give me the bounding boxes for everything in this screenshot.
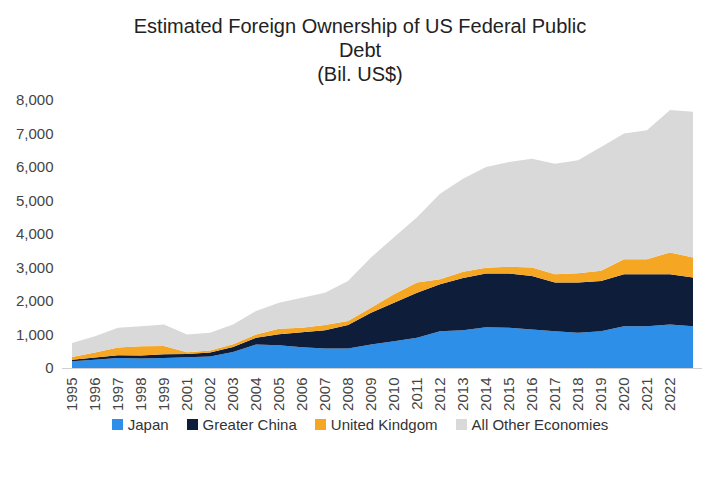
html-text:Greater China: Greater China — [202, 416, 297, 433]
svg-text:2016: 2016 — [523, 378, 540, 411]
svg-text:3,000: 3,000 — [16, 259, 54, 276]
html-text:Japan: Japan — [127, 416, 169, 433]
svg-text:1995: 1995 — [63, 378, 80, 411]
svg-text:8,000: 8,000 — [16, 91, 54, 108]
svg-text:1998: 1998 — [132, 378, 149, 411]
svg-text:2002: 2002 — [201, 378, 218, 411]
svg-text:2009: 2009 — [362, 378, 379, 411]
svg-text:6,000: 6,000 — [16, 158, 54, 175]
svg-text:7,000: 7,000 — [16, 125, 54, 142]
svg-text:2015: 2015 — [500, 378, 517, 411]
svg-text:2018: 2018 — [569, 378, 586, 411]
svg-text:0: 0 — [45, 359, 53, 376]
svg-text:2008: 2008 — [339, 378, 356, 411]
svg-text:2007: 2007 — [316, 378, 333, 411]
svg-text:2005: 2005 — [270, 378, 287, 411]
svg-text:2003: 2003 — [224, 378, 241, 411]
svg-text:2010: 2010 — [385, 378, 402, 411]
svg-text:1996: 1996 — [86, 378, 103, 411]
svg-text:2011: 2011 — [408, 378, 425, 410]
html-text:United Kindgom: United Kindgom — [330, 416, 438, 433]
svg-text:2014: 2014 — [477, 378, 494, 411]
svg-text:1,000: 1,000 — [16, 326, 54, 343]
svg-text:2012: 2012 — [431, 378, 448, 411]
svg-text:1999: 1999 — [155, 378, 172, 411]
svg-text:2001: 2001 — [178, 378, 195, 411]
html-text:(Bil. US$): (Bil. US$) — [317, 63, 403, 85]
svg-text:2021: 2021 — [638, 378, 655, 411]
svg-text:2,000: 2,000 — [16, 292, 54, 309]
svg-text:2006: 2006 — [293, 378, 310, 411]
svg-text:2013: 2013 — [454, 378, 471, 411]
svg-text:1997: 1997 — [109, 378, 126, 411]
svg-text:4,000: 4,000 — [16, 225, 54, 242]
svg-text:2017: 2017 — [546, 378, 563, 411]
svg-text:5,000: 5,000 — [16, 192, 54, 209]
svg-text:2020: 2020 — [615, 378, 632, 411]
svg-text:2004: 2004 — [247, 378, 264, 411]
html-text:All Other Economies: All Other Economies — [471, 416, 609, 433]
svg-text:2022: 2022 — [661, 378, 678, 411]
html-text:Estimated Foreign Ownership of: Estimated Foreign Ownership of US Federa… — [133, 15, 587, 61]
svg-text:2019: 2019 — [592, 378, 609, 411]
